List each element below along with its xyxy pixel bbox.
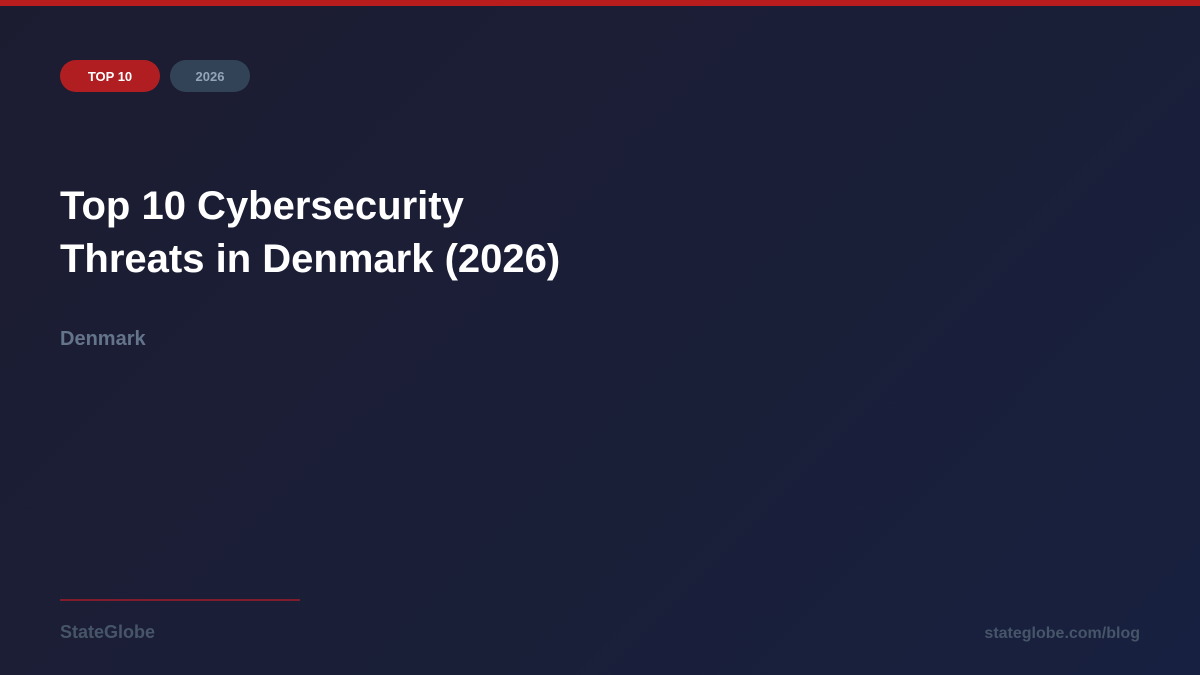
- title-line-2: Threats in Denmark (2026): [60, 237, 561, 281]
- page-title: Top 10 Cybersecurity Threats in Denmark …: [60, 180, 680, 286]
- category-badge: TOP 10: [60, 60, 160, 92]
- divider: [60, 599, 300, 601]
- subtitle: Denmark: [60, 328, 146, 350]
- year-badge: 2026: [170, 60, 250, 92]
- site-url: stateglobe.com/blog: [984, 625, 1140, 642]
- brand-name: StateGlobe: [60, 622, 156, 642]
- title-line-1: Top 10 Cybersecurity: [60, 184, 464, 228]
- accent-bar: [0, 0, 1200, 6]
